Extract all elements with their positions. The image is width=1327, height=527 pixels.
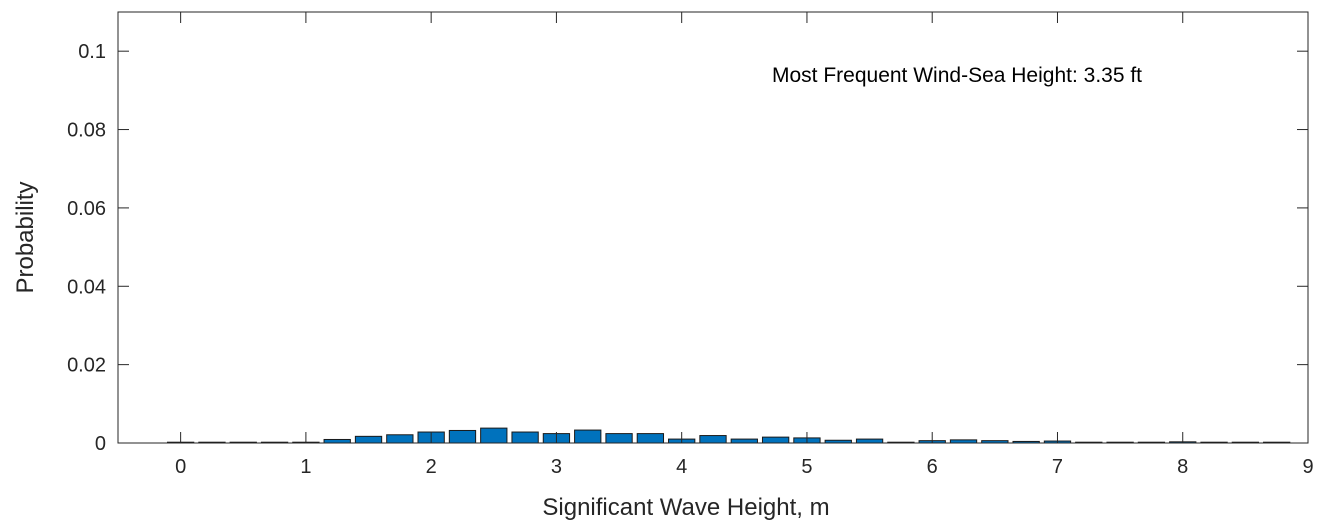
tick-labels-group: 0 1 2 3 4 5 6 7 8 9 0 0.02 0.04 0.06 0.08 0.1 [67,41,1314,478]
plot-frame [117,11,1309,444]
x-tick-label: 5 [801,456,812,478]
bar [855,438,884,444]
bar [480,427,508,444]
x-tick-label: 3 [551,456,562,478]
bars-group [166,427,1291,444]
x-tick-label: 2 [426,456,437,478]
bar [636,433,665,444]
x-tick-label: 7 [1052,456,1063,478]
x-tick-label: 0 [175,456,186,478]
y-tick-label: 0.08 [67,120,106,142]
bar [730,438,758,444]
bar [323,438,351,444]
bar [574,429,602,444]
y-tick-label: 0 [95,433,106,455]
bar [448,429,477,444]
y-tick-label: 0.04 [67,276,106,298]
x-tick-label: 8 [1177,456,1188,478]
x-tick-label: 4 [676,456,687,478]
x-tick-label: 9 [1302,456,1313,478]
y-tick-label: 0.06 [67,198,106,220]
bar [761,436,790,444]
annotation-text: Most Frequent Wind-Sea Height: 3.35 ft [772,64,1142,87]
x-tick-label: 1 [300,456,311,478]
x-axis-label: Significant Wave Height, m [542,494,829,521]
bar [511,431,539,444]
y-tick-label: 0.02 [67,355,106,377]
x-tick-label: 6 [927,456,938,478]
y-axis-label: Probability [12,181,39,293]
y-tick-label: 0.1 [78,41,106,63]
bar [605,433,633,444]
bar [386,434,414,444]
bar [699,435,727,444]
bar [354,435,383,444]
